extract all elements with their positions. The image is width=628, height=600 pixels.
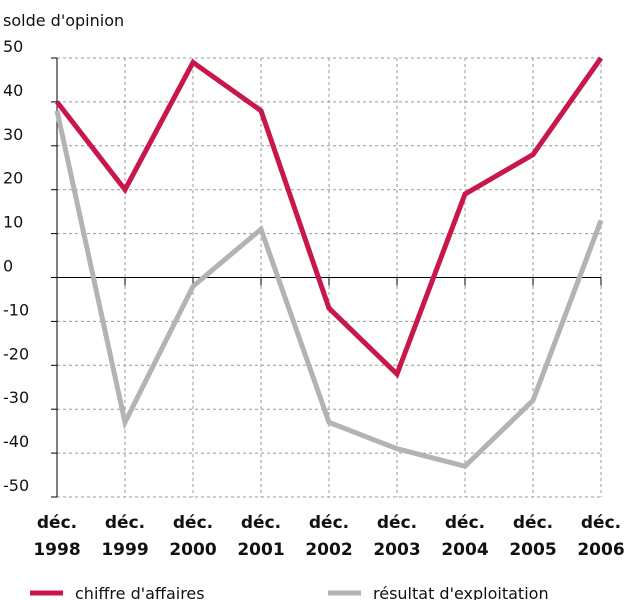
series-line — [54, 110, 604, 470]
x-tick-label: déc. 2005 — [509, 513, 556, 560]
x-tick-label: déc. 2003 — [373, 513, 420, 560]
y-tick-label: 30 — [3, 125, 23, 144]
x-tick-label: déc. 2000 — [169, 513, 216, 560]
x-tick-label: déc. 2006 — [577, 513, 624, 560]
x-tick-label: déc. 2001 — [237, 513, 284, 560]
x-tick-label: déc. 2004 — [441, 513, 488, 560]
y-tick-label: -20 — [3, 344, 29, 363]
y-tick-label: -30 — [3, 388, 29, 407]
y-tick-label: 20 — [3, 169, 23, 188]
series-line — [55, 56, 604, 379]
y-tick-label: 0 — [3, 257, 13, 276]
y-tick-label: 50 — [3, 37, 23, 56]
y-tick-label: -10 — [3, 300, 29, 319]
x-tick-label: déc. 1999 — [101, 513, 148, 560]
x-tick-label: déc. 2002 — [305, 513, 352, 560]
x-tick-label: déc. 1998 — [33, 513, 80, 560]
y-tick-label: 40 — [3, 81, 23, 100]
y-tick-label: -40 — [3, 432, 29, 451]
y-tick-label: 10 — [3, 213, 23, 232]
y-axis-label: solde d'opinion — [3, 11, 124, 30]
y-tick-label: -50 — [3, 476, 29, 495]
legend-label: chiffre d'affaires — [75, 584, 205, 600]
legend-label: résultat d'exploitation — [373, 584, 549, 600]
